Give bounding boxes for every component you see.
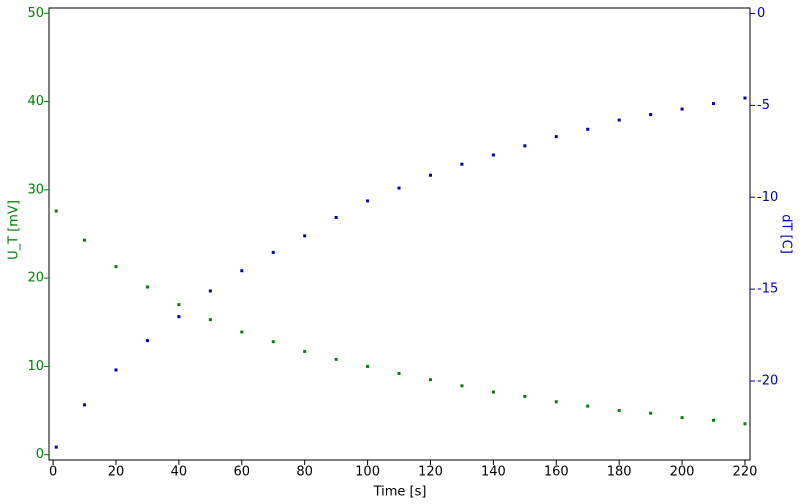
data-point bbox=[712, 418, 716, 422]
data-point bbox=[334, 357, 338, 361]
data-point bbox=[54, 445, 58, 449]
data-point bbox=[208, 289, 212, 293]
data-point bbox=[271, 340, 275, 344]
y-tick-label: 20 bbox=[27, 271, 44, 286]
x-axis-label: Time [s] bbox=[373, 485, 427, 500]
data-point bbox=[617, 409, 621, 413]
data-point bbox=[177, 303, 181, 307]
data-point bbox=[303, 234, 307, 238]
x-tick-label: 100 bbox=[355, 465, 380, 480]
y-tick-label: 10 bbox=[27, 359, 44, 374]
y-tick-label: 0 bbox=[36, 447, 44, 462]
y-tick-label: 30 bbox=[27, 182, 44, 197]
x-tick-label: 140 bbox=[481, 465, 506, 480]
y2-tick-label: -10 bbox=[757, 190, 778, 205]
data-point bbox=[366, 199, 370, 203]
data-point bbox=[114, 265, 118, 269]
data-point bbox=[586, 404, 590, 408]
data-point bbox=[145, 339, 149, 343]
data-point bbox=[145, 285, 149, 289]
data-point bbox=[680, 416, 684, 420]
x-tick-label: 80 bbox=[296, 465, 313, 480]
y-tick-label: 40 bbox=[27, 94, 44, 109]
data-point bbox=[523, 394, 527, 398]
data-point bbox=[271, 250, 275, 254]
y2-tick-label: 0 bbox=[757, 6, 765, 21]
data-point bbox=[491, 153, 495, 157]
data-point bbox=[491, 390, 495, 394]
data-point bbox=[83, 403, 87, 407]
y2-axis-label: dT [C] bbox=[779, 214, 794, 254]
data-point bbox=[649, 411, 653, 415]
y2-tick-label: -5 bbox=[757, 98, 770, 113]
data-point bbox=[240, 330, 244, 334]
data-point bbox=[554, 400, 558, 404]
data-point bbox=[83, 238, 87, 242]
data-point bbox=[208, 318, 212, 322]
data-point bbox=[680, 107, 684, 111]
data-point bbox=[397, 371, 401, 375]
data-point bbox=[240, 269, 244, 273]
data-point bbox=[523, 144, 527, 148]
x-tick-label: 200 bbox=[670, 465, 695, 480]
data-point bbox=[743, 96, 747, 100]
data-point bbox=[177, 315, 181, 319]
data-point bbox=[586, 127, 590, 131]
x-tick-label: 20 bbox=[108, 465, 125, 480]
plot-frame bbox=[48, 7, 751, 461]
y-axis-label: U_T [mV] bbox=[7, 200, 22, 260]
data-point bbox=[712, 102, 716, 106]
y2-tick-label: -20 bbox=[757, 373, 778, 388]
data-point bbox=[554, 135, 558, 139]
data-point bbox=[397, 186, 401, 190]
x-tick-label: 0 bbox=[49, 465, 57, 480]
data-point bbox=[334, 215, 338, 219]
y-tick-label: 50 bbox=[27, 6, 44, 21]
data-point bbox=[303, 349, 307, 353]
x-tick-label: 120 bbox=[418, 465, 443, 480]
x-tick-label: 60 bbox=[234, 465, 251, 480]
x-tick-label: 160 bbox=[544, 465, 569, 480]
x-tick-label: 40 bbox=[171, 465, 188, 480]
data-point bbox=[460, 384, 464, 388]
x-tick-label: 220 bbox=[733, 465, 758, 480]
data-point bbox=[428, 378, 432, 382]
y2-tick-label: -15 bbox=[757, 282, 778, 297]
data-point bbox=[460, 162, 464, 166]
data-point bbox=[743, 422, 747, 426]
data-point bbox=[366, 364, 370, 368]
data-point bbox=[54, 209, 58, 213]
data-point bbox=[428, 173, 432, 177]
x-tick-label: 180 bbox=[607, 465, 632, 480]
data-point bbox=[114, 368, 118, 372]
data-point bbox=[649, 113, 653, 117]
data-point bbox=[617, 118, 621, 122]
